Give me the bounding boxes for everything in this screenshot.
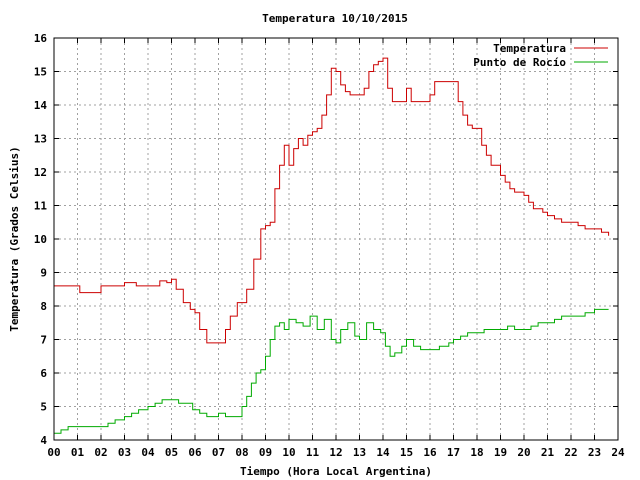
x-tick-label: 14 bbox=[376, 446, 390, 459]
chart-title: Temperatura 10/10/2015 bbox=[262, 12, 408, 25]
x-tick-labels: 00 01 02 03 04 05 06 07 08 09 10 11 12 13 14 15 16 17 18 19… bbox=[47, 446, 625, 459]
y-tick-label: 10 bbox=[34, 233, 47, 246]
y-tick-label: 12 bbox=[34, 166, 47, 179]
y-tick-labels: 4 5 6 7 8 9 10 11 12 13 14 15 16 bbox=[34, 32, 48, 447]
x-tick-label: 24 bbox=[611, 446, 625, 459]
series-line-1 bbox=[54, 308, 609, 434]
plot-frame bbox=[53, 37, 619, 441]
x-tick-label: 11 bbox=[306, 446, 320, 459]
series-line-0 bbox=[54, 57, 610, 344]
y-tick-label: 4 bbox=[40, 434, 47, 447]
y-tick-label: 9 bbox=[40, 267, 47, 280]
x-tick-label: 05 bbox=[165, 446, 178, 459]
y-tick-label: 5 bbox=[40, 401, 47, 414]
legend-label: Temperatura bbox=[493, 42, 566, 55]
x-tick-label: 16 bbox=[423, 446, 437, 459]
x-tick-label: 02 bbox=[94, 446, 107, 459]
x-tick-label: 06 bbox=[188, 446, 202, 459]
x-tick-label: 18 bbox=[470, 446, 483, 459]
x-tick-label: 07 bbox=[212, 446, 225, 459]
y-tick-label: 6 bbox=[40, 367, 47, 380]
x-tick-label: 17 bbox=[447, 446, 460, 459]
legend-label: Punto de Rocío bbox=[473, 56, 566, 69]
x-tick-label: 21 bbox=[541, 446, 555, 459]
x-tick-label: 04 bbox=[141, 446, 155, 459]
y-axis-label: Temperatura (Grados Celsius) bbox=[8, 146, 21, 331]
x-tick-label: 20 bbox=[517, 446, 530, 459]
y-tick-label: 13 bbox=[34, 133, 47, 146]
x-tick-label: 10 bbox=[282, 446, 295, 459]
x-axis-label: Tiempo (Hora Local Argentina) bbox=[240, 465, 432, 478]
x-tick-label: 00 bbox=[47, 446, 60, 459]
x-tick-label: 23 bbox=[588, 446, 601, 459]
x-tick-label: 13 bbox=[353, 446, 366, 459]
y-tick-label: 14 bbox=[34, 99, 48, 112]
grid bbox=[53, 37, 619, 441]
x-tick-label: 03 bbox=[118, 446, 131, 459]
x-tick-label: 19 bbox=[494, 446, 507, 459]
x-tick-label: 12 bbox=[329, 446, 342, 459]
y-tick-label: 15 bbox=[34, 66, 47, 79]
x-tick-label: 01 bbox=[71, 446, 85, 459]
series-lines bbox=[54, 57, 610, 434]
y-tick-label: 16 bbox=[34, 32, 48, 45]
y-tick-label: 7 bbox=[40, 334, 47, 347]
x-tick-label: 15 bbox=[400, 446, 413, 459]
y-tick-label: 8 bbox=[40, 300, 47, 313]
x-tick-label: 22 bbox=[564, 446, 577, 459]
x-tick-label: 09 bbox=[259, 446, 272, 459]
y-tick-label: 11 bbox=[34, 200, 48, 213]
x-tick-label: 08 bbox=[235, 446, 248, 459]
